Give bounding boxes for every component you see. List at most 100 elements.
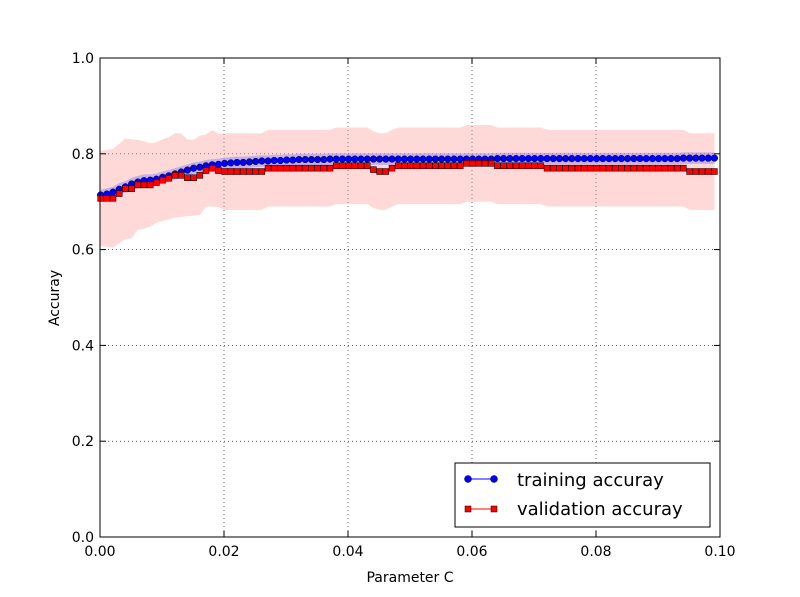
training-point: [624, 155, 632, 163]
training-point: [276, 156, 284, 165]
validation-point: [487, 160, 495, 167]
validation-point: [97, 195, 104, 202]
training-point: [214, 160, 222, 168]
validation-point: [692, 168, 700, 175]
training-point: [363, 155, 371, 163]
training-point: [221, 159, 229, 167]
y-tick-label: 0.8: [72, 147, 94, 163]
validation-point: [382, 168, 390, 175]
validation-point: [289, 164, 297, 172]
validation-point: [562, 164, 569, 172]
validation-point: [153, 179, 160, 186]
legend-marker-validation: [490, 505, 498, 513]
training-point: [599, 155, 607, 163]
validation-point: [202, 167, 210, 174]
y-tick-label: 0.4: [72, 338, 94, 354]
validation-point: [438, 162, 445, 170]
validation-point: [345, 162, 352, 170]
validation-point: [239, 168, 247, 175]
validation-point: [326, 164, 334, 172]
validation-point: [463, 160, 470, 167]
x-tick-label: 0.10: [704, 544, 735, 560]
training-point: [394, 155, 402, 163]
training-point: [252, 157, 260, 166]
validation-point: [301, 164, 309, 172]
training-point: [698, 154, 706, 162]
training-point: [524, 155, 532, 163]
training-point: [586, 155, 594, 163]
validation-point: [140, 181, 148, 189]
legend-box: [454, 462, 711, 528]
validation-point: [444, 162, 452, 170]
training-point: [419, 155, 427, 163]
training-point: [500, 155, 508, 163]
validation-point: [543, 164, 551, 172]
validation-point: [184, 174, 191, 181]
validation-point: [711, 168, 718, 175]
training-point: [351, 155, 359, 163]
validation-point: [568, 164, 576, 172]
training-point: [555, 155, 563, 163]
validation-point: [283, 164, 290, 172]
training-point: [382, 155, 390, 163]
validation-point: [475, 160, 483, 167]
validation-point: [525, 162, 532, 170]
training-point: [357, 155, 365, 163]
validation-point: [611, 164, 619, 172]
validation-point: [332, 162, 340, 170]
axis-ticks: 0.00 0.02 0.04 0.06 0.08 0.10 0.0 0.2 0.4 0.6 0.8 1…: [72, 51, 736, 560]
training-point: [642, 155, 650, 163]
training-point: [531, 155, 539, 163]
training-point: [593, 155, 601, 163]
validation-point: [407, 162, 414, 170]
validation-point: [580, 164, 588, 172]
training-point: [196, 163, 204, 171]
training-point: [673, 155, 681, 163]
validation-point: [450, 162, 458, 170]
validation-point: [208, 164, 216, 172]
training-point: [425, 155, 433, 163]
legend-marker-training: [490, 475, 498, 483]
training-point: [258, 157, 266, 165]
validation-point: [215, 167, 222, 174]
training-point: [407, 155, 415, 163]
validation-point: [556, 164, 563, 172]
training-point: [456, 155, 464, 163]
training-point: [679, 154, 687, 162]
training-point: [431, 155, 439, 163]
x-axis-label: Parameter C: [366, 570, 453, 586]
validation-point: [376, 168, 383, 175]
legend-marker-validation: [464, 505, 472, 513]
training-point: [283, 156, 291, 164]
validation-point: [456, 162, 464, 170]
validation-point: [655, 164, 662, 172]
legend-marker-training: [464, 475, 472, 483]
validation-point: [270, 164, 278, 172]
validation-point: [419, 162, 427, 170]
training-point: [239, 158, 247, 166]
validation-point: [469, 160, 476, 167]
validation-point: [599, 164, 607, 172]
validation-point: [103, 195, 111, 202]
training-point: [400, 155, 408, 163]
series-markers: [97, 154, 718, 202]
training-point: [245, 158, 253, 166]
validation-point: [537, 162, 545, 170]
validation-point: [649, 164, 656, 172]
validation-point: [425, 162, 433, 170]
training-point: [295, 155, 303, 164]
training-point: [704, 154, 712, 162]
validation-point: [314, 164, 321, 172]
training-point: [307, 155, 315, 164]
x-tick-label: 0.00: [84, 544, 115, 560]
validation-point: [171, 172, 179, 179]
validation-point: [295, 164, 303, 172]
training-point: [648, 155, 656, 163]
validation-point: [233, 168, 241, 175]
training-point: [233, 158, 241, 166]
training-point: [537, 155, 545, 163]
training-point: [692, 154, 700, 162]
y-tick-label: 0.0: [72, 530, 94, 546]
validation-point: [388, 164, 396, 172]
